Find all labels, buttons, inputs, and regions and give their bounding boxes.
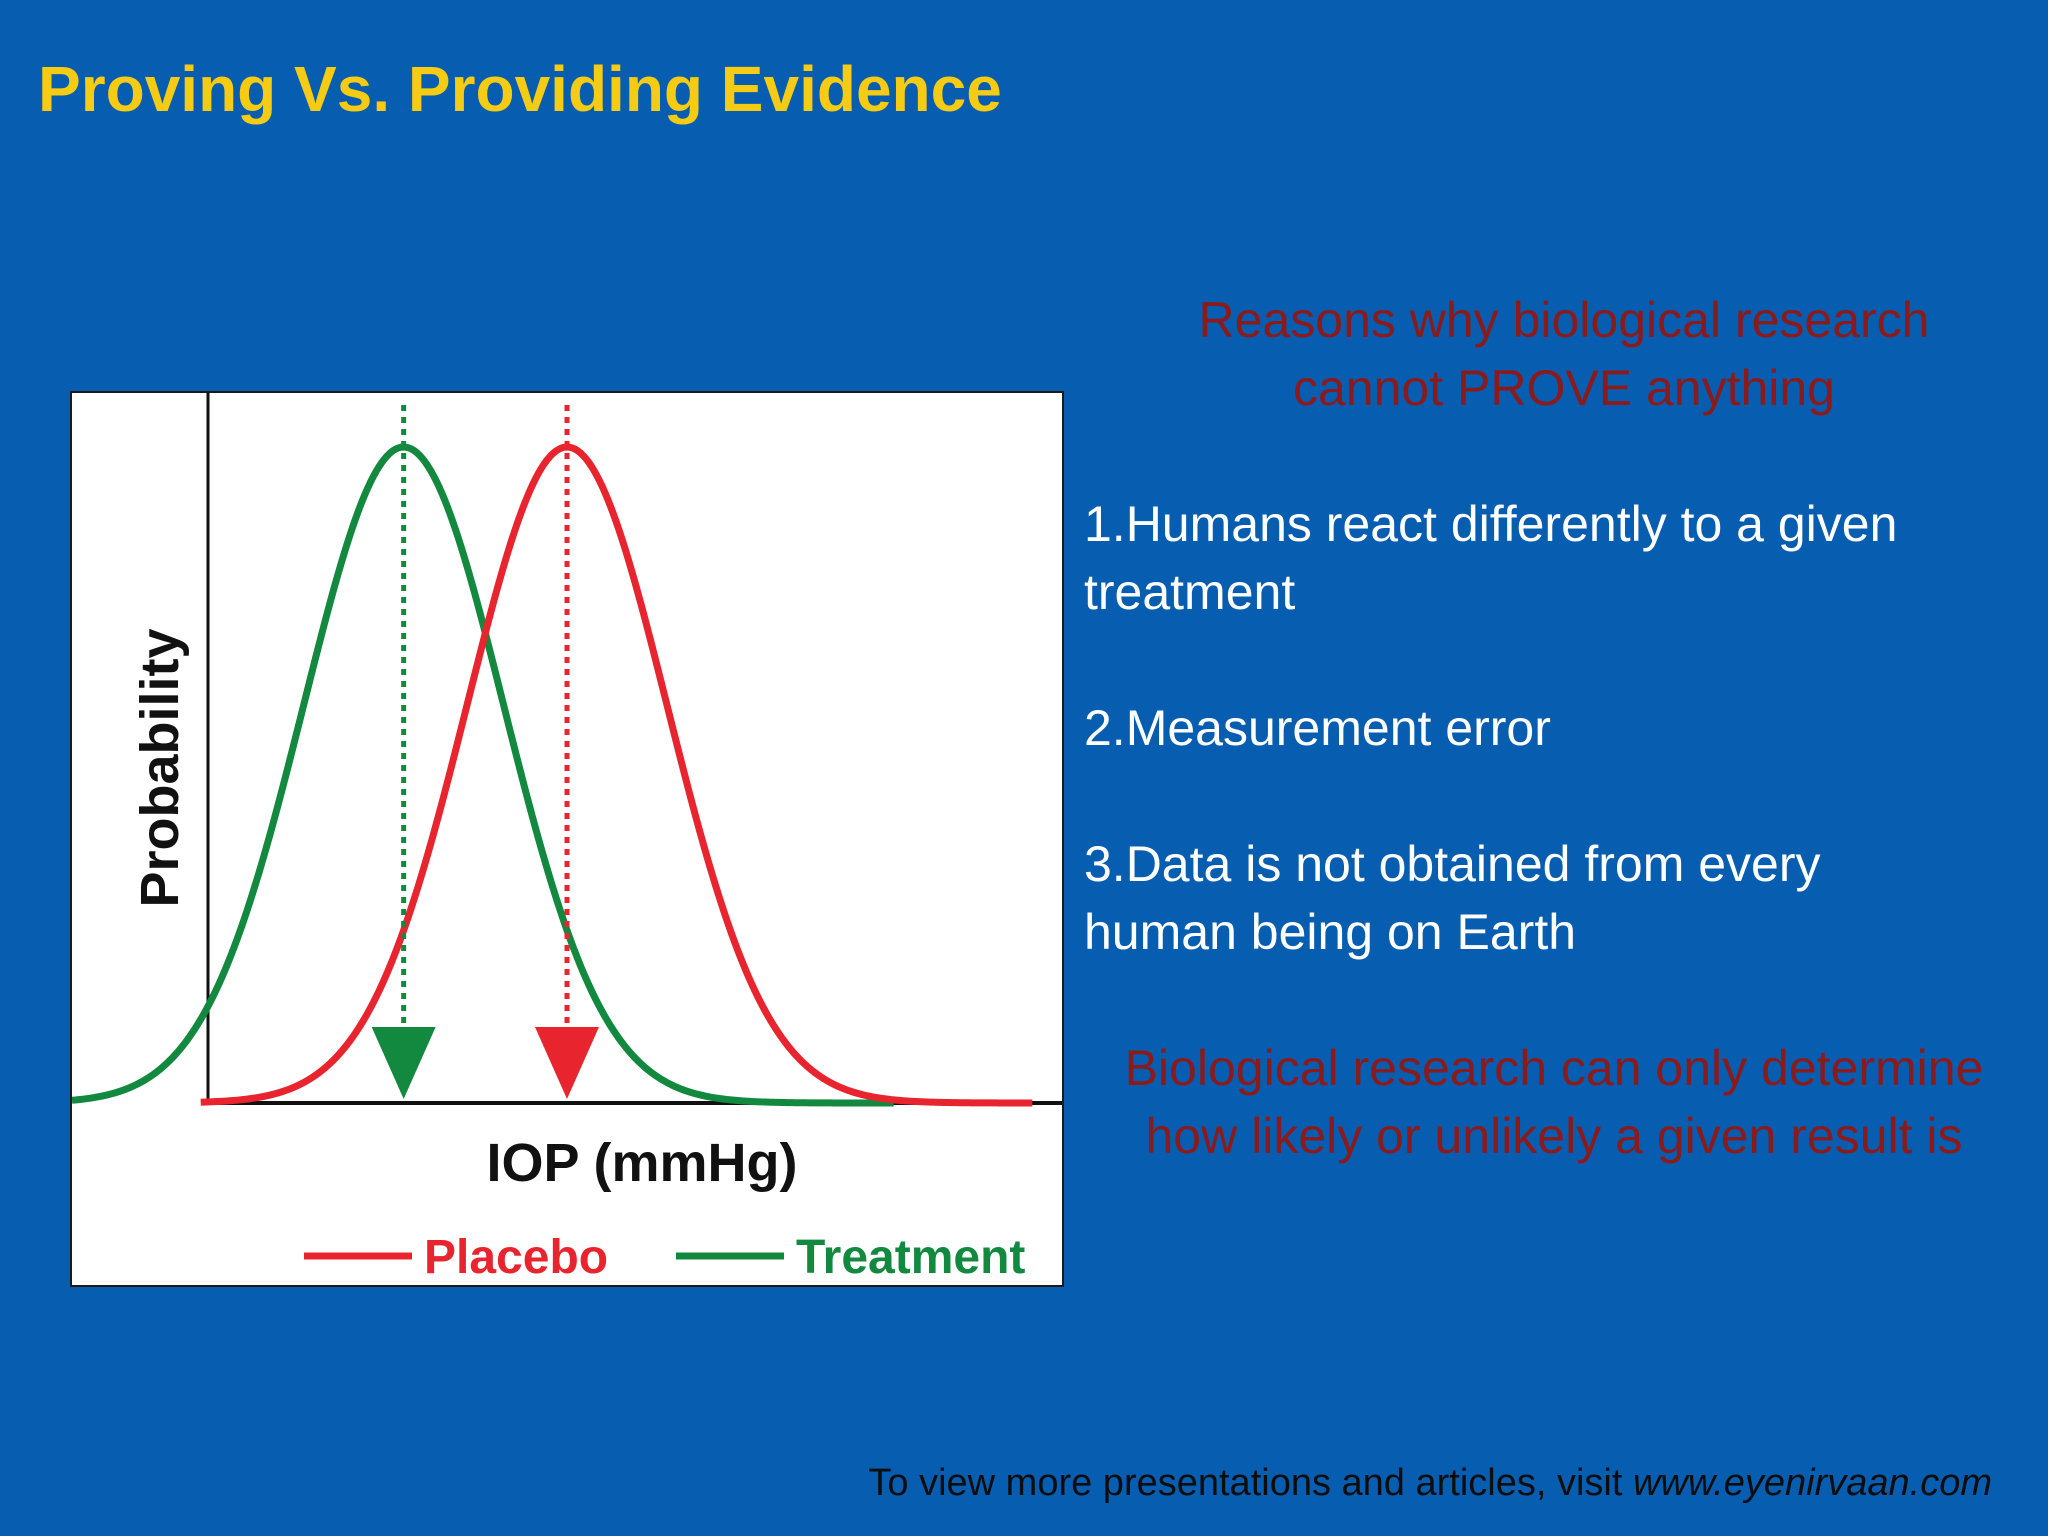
reason-item-1: 1.Humans react differently to a given tr… [1084, 496, 1898, 620]
reason-item-2: 2.Measurement error [1084, 700, 1551, 756]
distribution-chart: IOP (mmHg) Probability Placebo Treatment [70, 391, 1064, 1287]
series-line-placebo [199, 443, 1034, 1107]
conclusion-text: Biological research can only determine h… [1124, 1040, 1984, 1164]
footer-text: To view more presentations and articles,… [868, 1462, 1633, 1504]
reason-item-3: 3.Data is not obtained from every human … [1084, 836, 1821, 960]
legend-label-placebo: Placebo [424, 1231, 608, 1284]
reasons-heading: Reasons why biological research cannot P… [1198, 292, 1930, 416]
x-axis-label: IOP (mmHg) [486, 1133, 797, 1193]
y-axis-label: Probability [130, 628, 190, 907]
series-line-treatment [72, 443, 895, 1107]
footer: To view more presentations and articles,… [868, 1462, 1992, 1505]
mean-arrowhead-treatment [371, 1027, 436, 1099]
footer-link[interactable]: www.eyenirvaan.com [1632, 1462, 1992, 1504]
reasons-panel: Reasons why biological research cannot P… [1084, 286, 2024, 1170]
slide-title: Proving Vs. Providing Evidence [38, 53, 1002, 125]
mean-arrowhead-placebo [535, 1027, 599, 1099]
legend-label-treatment: Treatment [796, 1231, 1025, 1284]
chart-svg: IOP (mmHg) Probability Placebo Treatment [72, 393, 1062, 1284]
